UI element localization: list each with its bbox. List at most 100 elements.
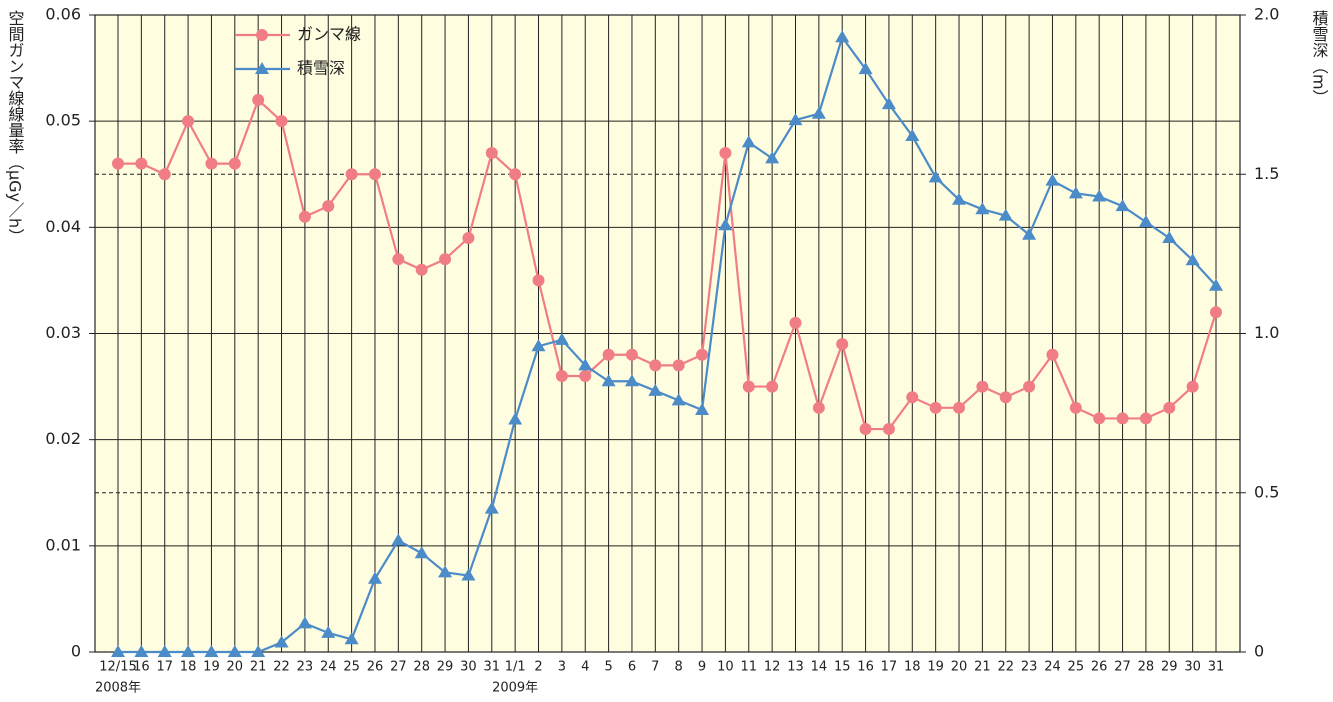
data-point: [648, 383, 663, 396]
data-point: [415, 263, 428, 276]
data-point: [859, 423, 872, 436]
x-tick-label: 12/15: [99, 660, 136, 675]
data-point: [204, 645, 219, 657]
data-point: [975, 202, 990, 215]
data-point: [251, 645, 266, 657]
data-point: [182, 115, 195, 128]
x-tick-label: 3: [558, 660, 566, 675]
data-point: [1185, 253, 1200, 266]
data-point: [905, 129, 920, 142]
data-point: [858, 62, 873, 75]
x-tick-label: 28: [413, 660, 430, 675]
x-tick-label: 8: [675, 660, 683, 675]
y2-axis-label: 積雪深（m）: [1310, 10, 1329, 106]
data-point: [345, 168, 358, 181]
data-point: [625, 348, 638, 361]
data-point: [1116, 412, 1129, 425]
data-point: [392, 253, 405, 266]
data-point: [1023, 380, 1036, 393]
data-point: [649, 359, 662, 372]
year-label: 2009年: [492, 681, 538, 696]
x-tick-label: 30: [1184, 660, 1201, 675]
y-axis-label: 空間ガンマ線線量率（μGy／h）: [6, 10, 25, 244]
data-point: [1092, 189, 1107, 202]
data-point: [811, 106, 826, 119]
y2-tick-label: 0.5: [1254, 482, 1279, 501]
data-point: [439, 253, 452, 266]
x-tick-label: 22: [997, 660, 1014, 675]
data-point: [1162, 230, 1177, 243]
data-point: [1022, 227, 1037, 240]
legend-marker: [255, 62, 269, 74]
data-point: [1139, 412, 1152, 425]
x-tick-label: 6: [628, 660, 636, 675]
x-tick-label: 14: [811, 660, 828, 675]
data-point: [228, 157, 241, 170]
x-tick-label: 10: [717, 660, 734, 675]
data-point: [368, 168, 381, 181]
data-point: [929, 401, 942, 414]
data-point: [789, 316, 802, 329]
x-tick-label: 16: [857, 660, 874, 675]
x-tick-label: 26: [367, 660, 384, 675]
data-point: [554, 332, 569, 345]
data-point: [1186, 380, 1199, 393]
x-tick-label: 20: [227, 660, 244, 675]
data-point: [1115, 199, 1130, 212]
data-point: [274, 635, 289, 648]
data-point: [671, 393, 686, 406]
data-point: [275, 115, 288, 128]
x-tick-label: 28: [1138, 660, 1155, 675]
data-point: [1209, 278, 1223, 291]
x-tick-label: 27: [1114, 660, 1131, 675]
y-tick-label: 0.01: [45, 535, 81, 554]
data-point: [881, 97, 896, 110]
data-point: [158, 168, 171, 181]
x-tick-label: 22: [273, 660, 290, 675]
data-point: [1046, 348, 1059, 361]
data-point: [508, 412, 523, 425]
data-point: [344, 632, 359, 645]
x-tick-label: 2: [534, 660, 542, 675]
x-tick-label: 16: [133, 660, 150, 675]
x-tick-label: 4: [581, 660, 589, 675]
data-point: [531, 339, 546, 352]
data-point: [765, 151, 780, 164]
data-point: [205, 157, 218, 170]
data-point: [882, 423, 895, 436]
x-tick-label: 13: [787, 660, 804, 675]
data-point: [952, 192, 967, 205]
data-point: [134, 645, 149, 657]
data-point: [928, 170, 943, 183]
x-tick-label: 12: [764, 660, 781, 675]
data-point: [718, 218, 733, 231]
data-point: [438, 565, 453, 578]
data-point: [1068, 186, 1083, 199]
data-point: [742, 380, 755, 393]
data-point: [181, 645, 196, 657]
plot-frame: [94, 14, 1241, 653]
x-tick-label: 23: [1021, 660, 1038, 675]
data-point: [414, 546, 429, 559]
data-point: [1093, 412, 1106, 425]
x-tick-label: 25: [1068, 660, 1085, 675]
data-point: [695, 402, 710, 415]
data-point: [999, 391, 1012, 404]
data-point: [788, 113, 803, 126]
data-point: [835, 30, 850, 43]
data-point: [1138, 215, 1153, 228]
x-tick-label: 17: [156, 660, 173, 675]
data-point: [135, 157, 148, 170]
x-tick-label: 21: [250, 660, 267, 675]
y-tick-label: 0: [71, 642, 81, 661]
data-point: [367, 571, 382, 584]
y2-tick-label: 1.5: [1254, 164, 1279, 183]
data-point: [812, 401, 825, 414]
data-point: [532, 274, 545, 287]
x-tick-label: 1/1: [505, 660, 526, 675]
data-point: [741, 135, 756, 148]
x-tick-label: 18: [904, 660, 921, 675]
x-tick-label: 27: [390, 660, 407, 675]
data-point: [322, 200, 335, 213]
